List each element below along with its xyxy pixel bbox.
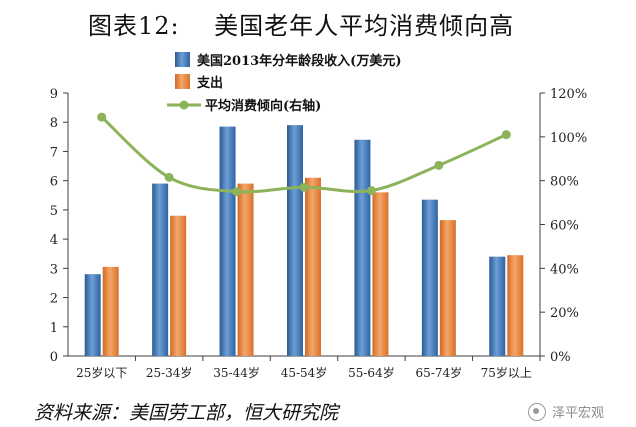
propensity-point <box>97 112 107 122</box>
y-tick-label-right: 20% <box>550 306 579 321</box>
spending-bar <box>439 220 456 356</box>
propensity-point <box>366 186 376 196</box>
y-tick-label-right: 0% <box>550 350 571 365</box>
watermark-text: 泽平宏观 <box>552 406 605 421</box>
y-tick-label-left: 8 <box>50 116 58 131</box>
wechat-icon <box>528 402 546 421</box>
propensity-point <box>434 160 444 170</box>
y-tick-label-left: 9 <box>50 87 58 102</box>
y-tick-label-left: 4 <box>50 233 58 248</box>
y-tick-label-left: 6 <box>50 175 58 190</box>
spending-bar <box>237 183 254 356</box>
chart: 0 1 2 3 4 5 6 7 8 9 0% 20% 40% 60% 80% 100% 120% 25岁以下 25-… <box>50 52 587 380</box>
spending-bar <box>507 255 524 356</box>
spending-bar <box>305 177 321 356</box>
y-tick-label-right: 80% <box>550 175 579 190</box>
propensity-point <box>232 187 242 197</box>
x-tick-label: 25岁以下 <box>76 365 127 380</box>
legend-label-propensity: 平均消费倾向(右轴) <box>205 98 321 114</box>
chart-title: 图表12: 美国老年人平均消费倾向高 <box>88 12 515 40</box>
title-bar: 图表12: 美国老年人平均消费倾向高 <box>0 0 636 40</box>
x-tick-label: 45-54岁 <box>281 365 328 380</box>
propensity-point <box>164 172 174 182</box>
y-tick-label-left: 1 <box>50 321 58 336</box>
legend-swatch-spending <box>175 74 190 89</box>
income-bar <box>84 274 101 356</box>
income-bar <box>287 125 303 357</box>
spending-bar <box>102 266 119 356</box>
y-tick-label-right: 120% <box>550 87 587 102</box>
income-bar <box>152 183 169 356</box>
x-tick-label: 25-34岁 <box>146 365 193 380</box>
spending-bar <box>372 192 389 356</box>
x-tick-label: 65-74岁 <box>416 365 463 380</box>
x-tick-label: 35-44岁 <box>213 365 260 380</box>
legend-swatch-income <box>175 52 190 67</box>
legend-marker-propensity <box>179 100 189 110</box>
y-tick-label-right: 100% <box>550 131 587 146</box>
propensity-point <box>501 130 511 140</box>
y-tick-label-left: 7 <box>50 145 58 160</box>
y-tick-label-right: 40% <box>550 262 579 277</box>
propensity-point <box>299 182 309 192</box>
y-tick-label-right: 60% <box>550 219 579 234</box>
x-tick-label: 55-64岁 <box>348 365 395 380</box>
y-tick-label-left: 2 <box>50 292 58 307</box>
y-tick-label-left: 0 <box>50 350 58 365</box>
watermark: 泽平宏观 <box>528 402 604 421</box>
y-tick-label-left: 3 <box>50 262 58 277</box>
income-bar <box>489 256 506 356</box>
income-bar <box>354 139 371 356</box>
legend-label-income: 美国2013年分年龄段收入(万美元) <box>197 53 401 69</box>
income-bar <box>219 126 236 356</box>
spending-bar <box>170 215 187 356</box>
x-tick-label: 75岁以上 <box>481 365 532 380</box>
propensity-line <box>100 115 507 194</box>
legend-label-spending: 支出 <box>196 75 223 91</box>
income-bar <box>421 199 438 356</box>
y-tick-label-left: 5 <box>50 204 58 219</box>
source-note: 资料来源：美国劳工部，恒大研究院 <box>34 402 339 424</box>
